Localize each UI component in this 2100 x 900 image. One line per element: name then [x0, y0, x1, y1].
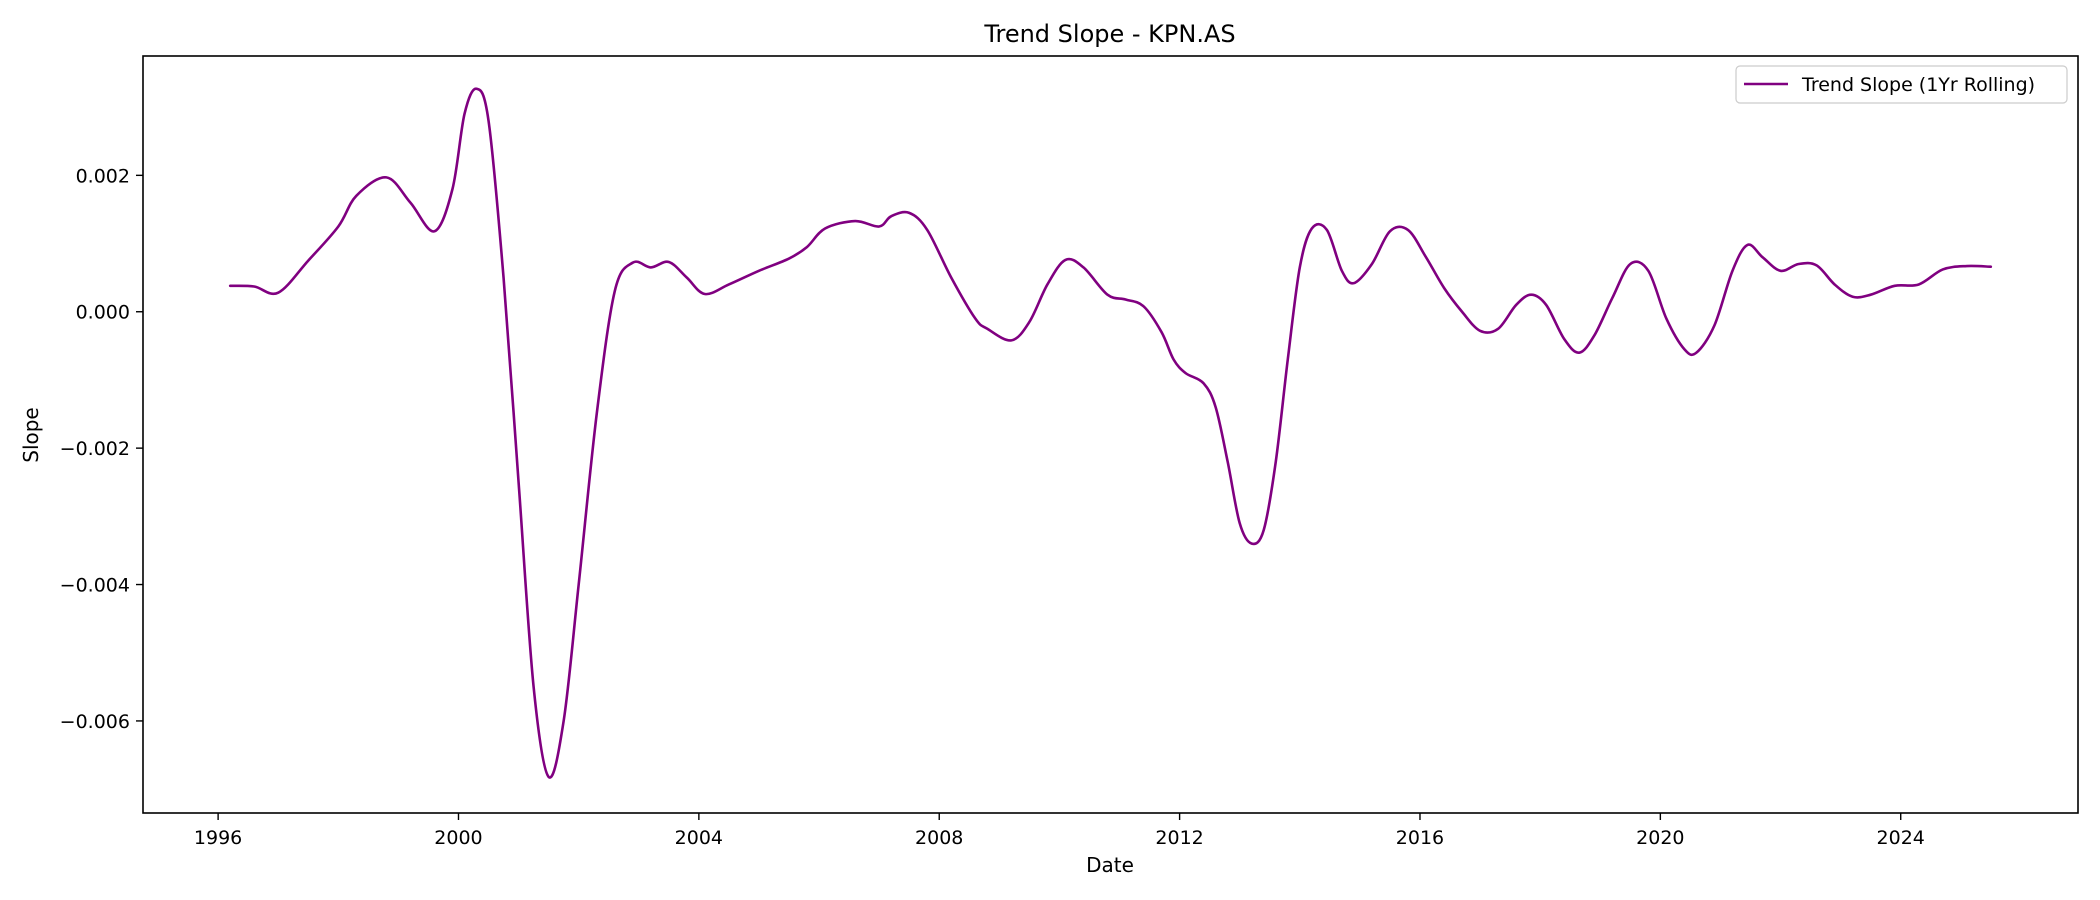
x-tick-label: 1996 — [194, 827, 242, 849]
axes-frame — [142, 55, 2079, 814]
y-tick-label: −0.006 — [60, 711, 130, 733]
x-tick-label: 2008 — [915, 827, 963, 849]
x-tick-label: 2020 — [1636, 827, 1684, 849]
x-tick-label: 2024 — [1877, 827, 1925, 849]
legend-label: Trend Slope (1Yr Rolling) — [1801, 74, 2035, 96]
legend: Trend Slope (1Yr Rolling) — [1735, 65, 2068, 104]
x-axis-ticks: 1996 2000 2004 2008 2012 2016 2020 2024 — [194, 813, 1925, 849]
x-tick-label: 2000 — [434, 827, 482, 849]
y-axis-title: Slope — [19, 407, 43, 463]
x-axis-title: Date — [1086, 853, 1134, 877]
y-tick-label: −0.004 — [60, 575, 130, 597]
plot-area — [228, 87, 1993, 779]
series-line-trend-slope — [228, 87, 1993, 779]
y-tick-label: 0.000 — [76, 302, 130, 324]
y-tick-label: −0.002 — [60, 438, 130, 460]
x-tick-label: 2012 — [1155, 827, 1203, 849]
y-tick-label: 0.002 — [76, 165, 130, 187]
x-tick-label: 2004 — [675, 827, 723, 849]
y-axis-ticks: 0.002 0.000 −0.002 −0.004 −0.006 — [60, 165, 143, 733]
chart-title: Trend Slope - KPN.AS — [983, 20, 1235, 48]
x-tick-label: 2016 — [1396, 827, 1444, 849]
legend-box — [1735, 65, 2068, 104]
